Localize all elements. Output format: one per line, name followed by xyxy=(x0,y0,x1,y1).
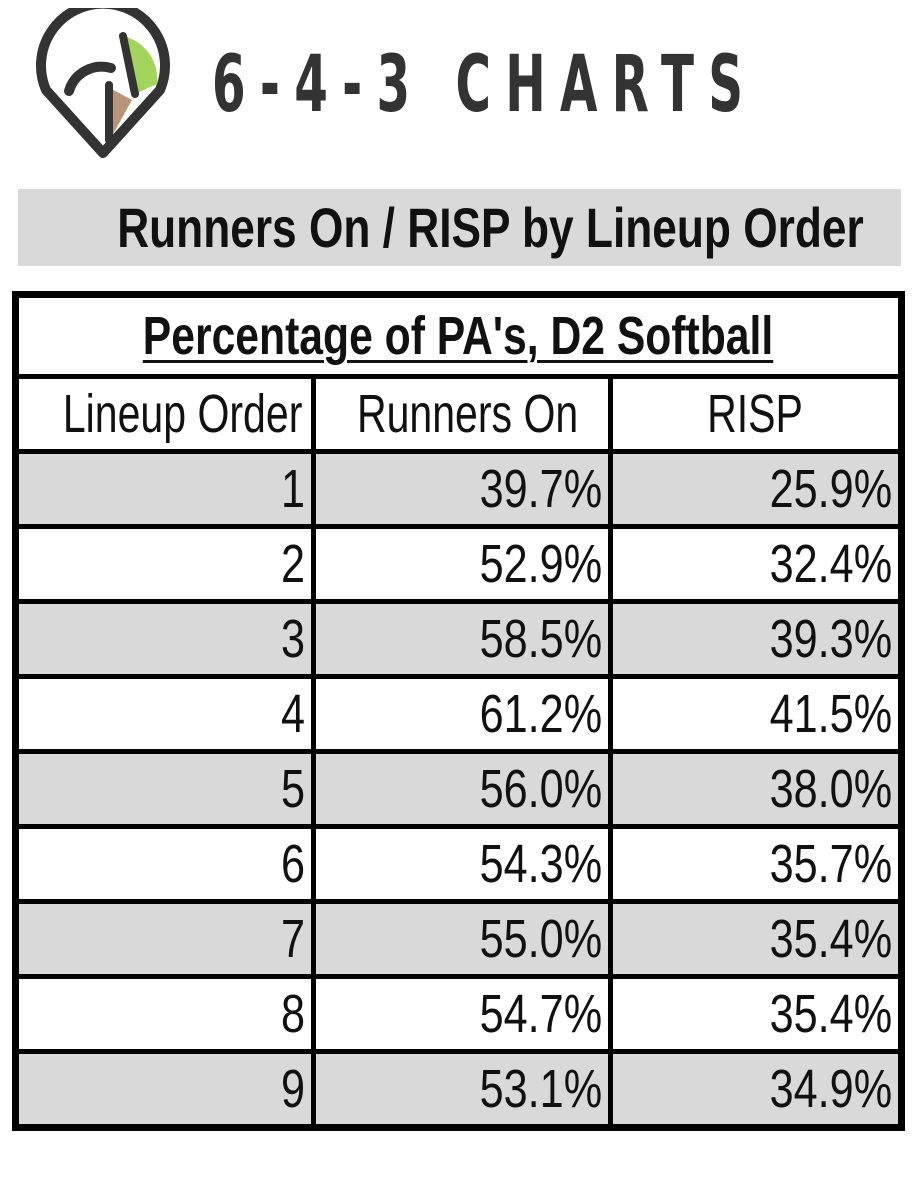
risp-cell: 32.4% xyxy=(607,524,905,604)
runners-on-cell: 39.7% xyxy=(311,449,613,529)
risp-cell: 35.7% xyxy=(607,824,905,904)
lineup-order-cell: 7 xyxy=(12,899,317,979)
table-caption: Percentage of PA's, D2 Softball xyxy=(13,292,904,379)
runners-on-cell: 52.9% xyxy=(311,524,613,604)
table-row: 1 39.7% 25.9% xyxy=(12,449,905,529)
table-row: 3 58.5% 39.3% xyxy=(12,599,905,679)
table-caption-row: Percentage of PA's, D2 Softball xyxy=(13,292,904,379)
lineup-order-cell: 2 xyxy=(12,524,317,604)
lineup-order-cell: 8 xyxy=(12,974,317,1054)
lineup-order-cell: 3 xyxy=(12,599,317,679)
stats-table: Percentage of PA's, D2 Softball Lineup O… xyxy=(12,291,905,1131)
runners-on-cell: 55.0% xyxy=(311,899,613,979)
runners-on-cell: 58.5% xyxy=(311,599,613,679)
column-header-risp: RISP xyxy=(607,374,905,454)
baseball-diamond-icon xyxy=(36,8,170,158)
risp-cell: 25.9% xyxy=(607,449,905,529)
risp-cell: 39.3% xyxy=(607,599,905,679)
page-title: Runners On / RISP by Lineup Order xyxy=(117,196,864,259)
title-banner: Runners On / RISP by Lineup Order xyxy=(18,189,901,266)
table-row: 9 53.1% 34.9% xyxy=(12,1049,905,1130)
risp-cell: 35.4% xyxy=(607,899,905,979)
table-row: 2 52.9% 32.4% xyxy=(12,524,905,604)
runners-on-cell: 61.2% xyxy=(311,674,613,754)
column-header-runners-on: Runners On xyxy=(311,374,613,454)
table-row: 8 54.7% 35.4% xyxy=(12,974,905,1054)
risp-cell: 35.4% xyxy=(607,974,905,1054)
runners-on-cell: 54.7% xyxy=(311,974,613,1054)
table-row: 4 61.2% 41.5% xyxy=(12,674,905,754)
risp-cell: 41.5% xyxy=(607,674,905,754)
brand-header: 6-4-3 CHARTS xyxy=(0,0,915,170)
table-row: 5 56.0% 38.0% xyxy=(12,749,905,829)
risp-cell: 34.9% xyxy=(607,1049,905,1130)
risp-cell: 38.0% xyxy=(607,749,905,829)
brand-name: 6-4-3 CHARTS xyxy=(212,40,758,130)
runners-on-cell: 54.3% xyxy=(311,824,613,904)
table-row: 7 55.0% 35.4% xyxy=(12,899,905,979)
lineup-order-cell: 5 xyxy=(12,749,317,829)
runners-on-cell: 56.0% xyxy=(311,749,613,829)
lineup-order-cell: 6 xyxy=(12,824,317,904)
table-header-row: Lineup Order Runners On RISP xyxy=(12,374,905,454)
table-row: 6 54.3% 35.7% xyxy=(12,824,905,904)
column-header-lineup-order: Lineup Order xyxy=(12,374,317,454)
lineup-order-cell: 9 xyxy=(12,1049,317,1130)
runners-on-cell: 53.1% xyxy=(311,1049,613,1130)
lineup-order-cell: 1 xyxy=(12,449,317,529)
table-body: 1 39.7% 25.9% 2 52.9% 32.4% 3 58.5% 39.3% 4 61.2% 4… xyxy=(12,449,905,1130)
lineup-order-cell: 4 xyxy=(12,674,317,754)
